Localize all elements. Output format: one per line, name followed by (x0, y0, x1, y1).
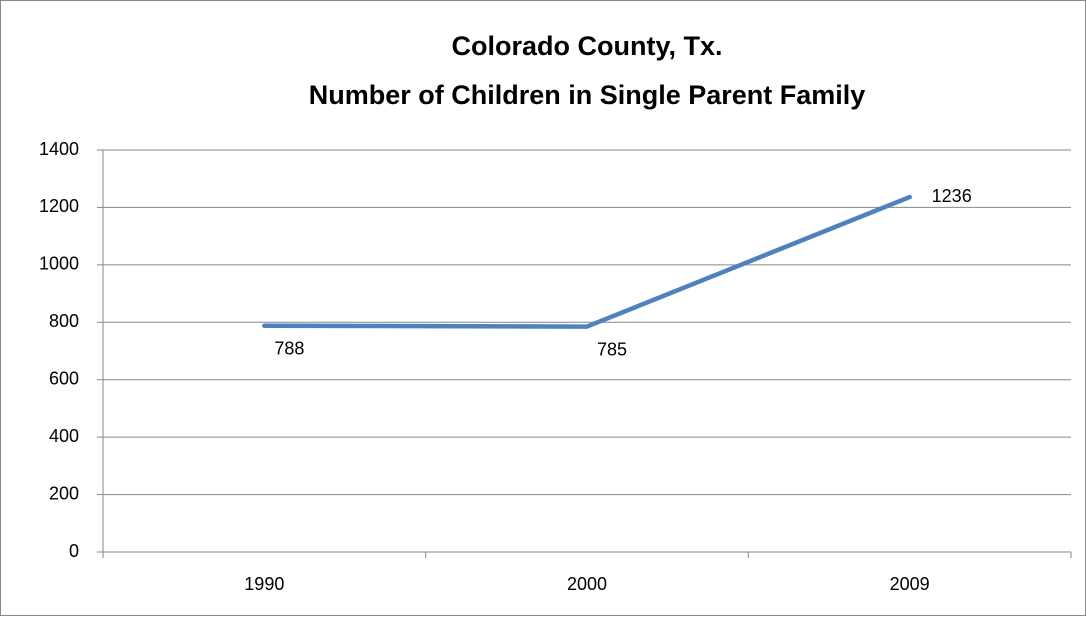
y-tick-label: 1400 (39, 139, 79, 159)
chart-subtitle: Number of Children in Single Parent Fami… (309, 80, 866, 110)
y-tick-label: 200 (49, 483, 79, 503)
data-label: 785 (597, 339, 627, 359)
data-label: 788 (274, 338, 304, 358)
data-label: 1236 (932, 186, 972, 206)
y-tick-label: 600 (49, 368, 79, 388)
y-tick-label: 800 (49, 311, 79, 331)
y-tick-label: 1000 (39, 254, 79, 274)
y-tick-label: 0 (69, 541, 79, 561)
x-tick-label: 1990 (244, 574, 284, 594)
y-tick-label: 1200 (39, 196, 79, 216)
chart-title: Colorado County, Tx. (452, 31, 723, 61)
y-tick-label: 400 (49, 426, 79, 446)
line (262, 194, 912, 329)
x-tick-label: 2000 (567, 574, 607, 594)
x-tick-label: 2009 (890, 574, 930, 594)
